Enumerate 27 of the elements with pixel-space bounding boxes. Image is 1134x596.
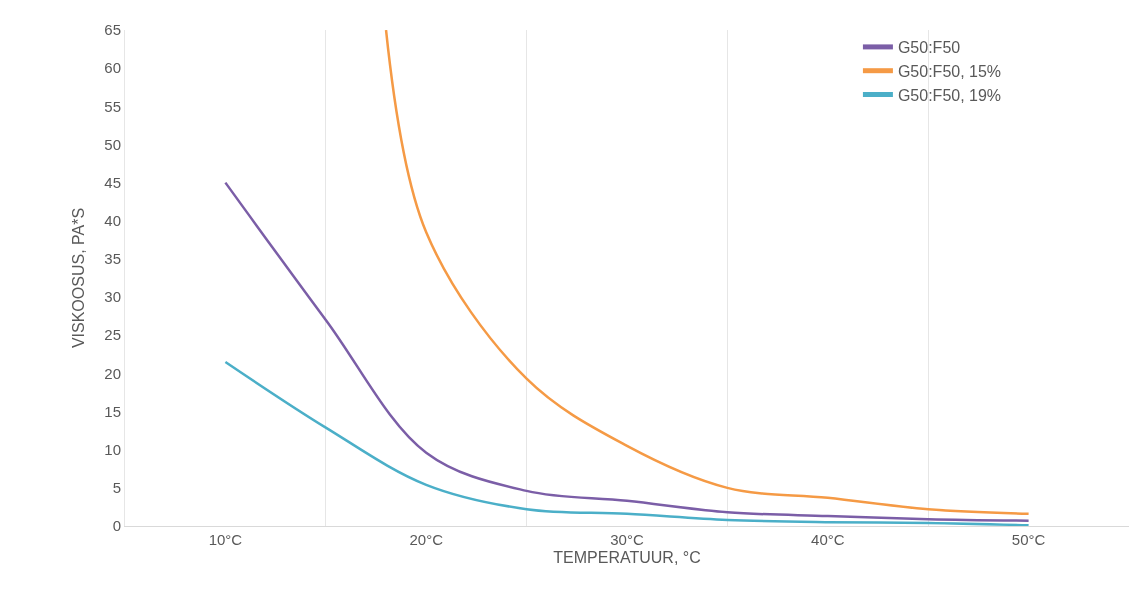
y-tick-label: 45 [104, 173, 121, 191]
y-tick-label: 0 [112, 517, 121, 535]
x-tick-label: 20°C [409, 531, 444, 548]
y-tick-label: 35 [104, 250, 121, 268]
x-tick-label: 50°C [1011, 531, 1046, 548]
y-tick-label: 30 [104, 288, 121, 306]
x-axis-title: TEMPERATUUR, °C [553, 548, 701, 566]
y-axis-title: VISKOOSUS, PA*S [70, 207, 88, 349]
line-series [224, 360, 1030, 526]
legend-label: G50:F50 [897, 39, 961, 57]
line-series [224, 181, 1030, 522]
x-tick-label: 30°C [610, 531, 644, 548]
y-tick-label: 55 [104, 97, 121, 115]
line-series [384, 30, 1030, 516]
y-tick-label: 10 [104, 440, 121, 458]
y-tick-label: 40 [104, 212, 121, 230]
y-tick-label: 65 [104, 21, 121, 39]
y-tick-label: 5 [112, 479, 121, 497]
y-tick-label: 50 [104, 135, 121, 153]
legend-label: G50:F50, 19% [897, 86, 1002, 104]
x-tick-label: 10°C [208, 531, 243, 548]
x-tick-label: 40°C [811, 531, 845, 548]
y-tick-label: 20 [104, 364, 121, 382]
y-tick-label: 25 [104, 326, 121, 344]
legend-label: G50:F50, 15% [897, 62, 1002, 80]
y-tick-label: 60 [104, 59, 121, 77]
y-tick-label: 15 [104, 402, 121, 420]
